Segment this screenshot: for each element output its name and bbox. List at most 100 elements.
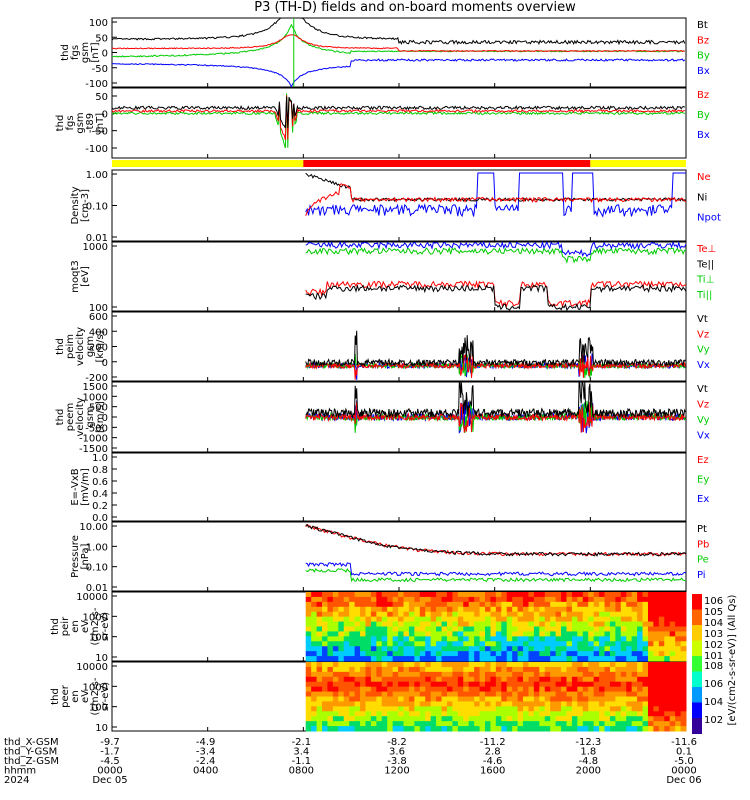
y-axis-label: peir: [60, 616, 71, 636]
colorbar-segment: [692, 609, 702, 626]
spec-peir-cell: [376, 596, 383, 603]
spec-peer-cell: [441, 706, 448, 712]
spec-peir-cell: [653, 641, 660, 647]
spec-peir-cell: [495, 621, 502, 627]
spec-peer-cell: [332, 726, 339, 732]
spec-peir-cell: [479, 631, 486, 637]
spec-peer-cell: [512, 726, 519, 732]
spec-peir-cell: [436, 646, 443, 652]
spec-peir-cell: [490, 641, 497, 647]
spec-peir-cell: [626, 651, 633, 657]
spec-peir-cell: [506, 656, 513, 662]
spec-peir-cell: [528, 631, 535, 637]
spec-peer-cell: [637, 671, 644, 678]
spec-peer-cell: [360, 671, 366, 678]
spec-peir-cell: [528, 651, 535, 657]
spec-peer-cell: [533, 671, 540, 678]
spec-peer-cell: [446, 686, 453, 693]
spec-peir-cell: [604, 596, 611, 603]
spec-peir-cell: [365, 611, 372, 618]
spec-peer-cell: [338, 662, 345, 668]
spec-peer-cell: [436, 716, 443, 722]
spec-peer-cell: [501, 662, 508, 668]
spec-peir-cell: [354, 656, 361, 662]
spec-peer-cell: [349, 681, 356, 688]
spec-peer-cell: [528, 691, 535, 697]
spec-peer-cell: [360, 691, 366, 697]
spec-peer-cell: [490, 686, 497, 693]
legend-entry: Bx: [697, 130, 710, 141]
spec-peer-cell: [468, 671, 475, 678]
spec-peir-cell: [517, 656, 524, 662]
spec-peer-cell: [544, 711, 551, 717]
spec-peer-cell: [332, 721, 339, 727]
spec-peer-cell: [463, 711, 470, 717]
spec-peir-cell: [322, 651, 328, 657]
y-tick-label: -50: [92, 64, 108, 75]
trace-ni: [305, 172, 687, 202]
spec-peir-cell: [376, 636, 383, 642]
spec-peir-cell: [512, 611, 519, 618]
spec-peer-cell: [615, 691, 622, 697]
spec-peir-cell: [566, 626, 573, 632]
spec-peir-cell: [322, 611, 328, 618]
spec-peer-cell: [452, 671, 459, 678]
spec-peir-cell: [528, 592, 535, 598]
spec-peer-cell: [354, 716, 361, 722]
spec-peir-cell: [322, 646, 328, 652]
x-row-value: Dec 06: [666, 775, 701, 786]
spec-peir-cell: [354, 611, 361, 618]
spec-peir-cell: [381, 592, 388, 598]
spec-peer-cell: [484, 696, 491, 702]
colorbar-tick: 104: [704, 618, 723, 629]
spec-peer-cell: [457, 666, 464, 673]
spec-peir-cell: [626, 631, 633, 637]
spec-peir-cell: [479, 651, 486, 657]
spec-peir-cell: [490, 651, 497, 657]
spec-peer-cell: [490, 691, 497, 697]
spec-peir-cell: [577, 621, 584, 627]
spec-peer-cell: [680, 691, 687, 697]
spec-peir-cell: [392, 601, 399, 608]
spec-peer-cell: [381, 681, 388, 688]
spec-peir-cell: [360, 641, 366, 647]
spec-peir-cell: [316, 651, 323, 657]
spec-peir-cell: [631, 631, 638, 637]
y-tick-label: 1.00: [86, 542, 108, 553]
spec-peer-cell: [571, 726, 578, 732]
spec-peir-cell: [555, 601, 562, 608]
spec-peer-cell: [392, 726, 399, 732]
spec-peir-cell: [311, 606, 318, 613]
spec-peer-cell: [479, 666, 486, 673]
spec-peer-cell: [419, 671, 426, 678]
spec-peir-cell: [658, 641, 665, 647]
spec-peer-cell: [599, 686, 606, 693]
spec-peir-cell: [322, 631, 328, 637]
spec-peer-cell: [512, 706, 519, 712]
spec-peir-cell: [609, 656, 616, 662]
spec-peir-cell: [626, 646, 633, 652]
spec-peir-cell: [571, 601, 578, 608]
spec-peer-cell: [332, 691, 339, 697]
spec-peir-cell: [523, 656, 529, 662]
spec-peir-cell: [425, 626, 432, 632]
spec-peir-cell: [457, 646, 464, 652]
spec-peir-cell: [539, 606, 546, 613]
spec-peer-cell: [588, 662, 595, 668]
spec-peir-cell: [501, 626, 508, 632]
spec-peir-cell: [588, 616, 595, 623]
spec-peir-cell: [669, 606, 676, 613]
spec-peer-cell: [360, 706, 366, 712]
spec-peer-cell: [381, 676, 388, 683]
spec-peer-cell: [555, 721, 562, 727]
spec-peer-cell: [446, 691, 453, 697]
spec-peer-cell: [544, 662, 551, 668]
spec-peir-cell: [506, 646, 513, 652]
y-tick-label: 500: [89, 403, 108, 414]
spec-peir-cell: [403, 596, 410, 603]
spec-peer-cell: [588, 686, 595, 693]
spec-peir-cell: [653, 646, 660, 652]
spec-peer-cell: [441, 696, 448, 702]
spec-peer-cell: [620, 666, 627, 673]
colorbar-segment: [692, 640, 702, 657]
